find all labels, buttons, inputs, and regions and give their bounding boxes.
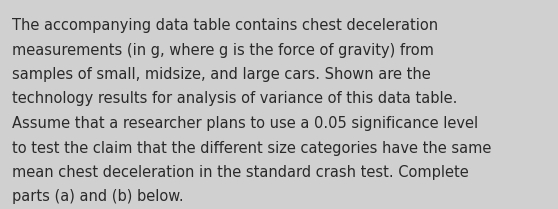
Text: measurements (in g, where g is the force of gravity) from: measurements (in g, where g is the force… xyxy=(12,42,434,57)
Text: parts (a) and (b) below.: parts (a) and (b) below. xyxy=(12,190,184,204)
Text: technology results for analysis of variance of this data table.: technology results for analysis of varia… xyxy=(12,92,458,107)
Text: samples of small, midsize, and large cars. Shown are the: samples of small, midsize, and large car… xyxy=(12,67,431,82)
Text: to test the claim that the different size categories have the same: to test the claim that the different siz… xyxy=(12,140,492,155)
Text: mean chest deceleration in the standard crash test. Complete: mean chest deceleration in the standard … xyxy=(12,165,469,180)
Text: The accompanying data table contains chest deceleration: The accompanying data table contains che… xyxy=(12,18,438,33)
Text: Assume that a researcher plans to use a 0.05 significance level: Assume that a researcher plans to use a … xyxy=(12,116,478,131)
